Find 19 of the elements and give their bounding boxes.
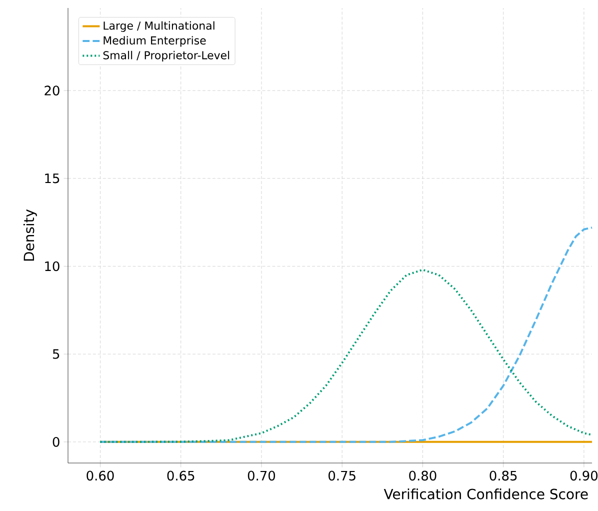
legend-label: Small / Proprietor-Level [103,50,230,62]
line-series [99,268,594,443]
legend-label: Large / Multinational [104,21,214,32]
x-tick-label: 0.60 [86,470,114,481]
x-tick-label: 0.70 [248,470,276,481]
y-tick-label: 15 [45,174,60,184]
x-axis-title: Verification Confidence Score [384,488,588,500]
y-axis-title: Density [23,209,37,261]
x-tick-label: 0.65 [167,470,194,481]
y-tick-label: 0 [52,437,60,447]
legend-label: Medium Enterprise [104,36,206,47]
y-tick-label: 20 [44,86,60,96]
y-tick-label: 10 [45,261,60,272]
x-tick-label: 0.90 [570,470,598,481]
x-tick-label: 0.80 [409,470,436,481]
y-tick-label: 5 [52,349,60,359]
x-tick-label: 0.75 [328,470,356,481]
x-tick-label: 0.85 [490,470,517,481]
line-series [99,226,594,443]
